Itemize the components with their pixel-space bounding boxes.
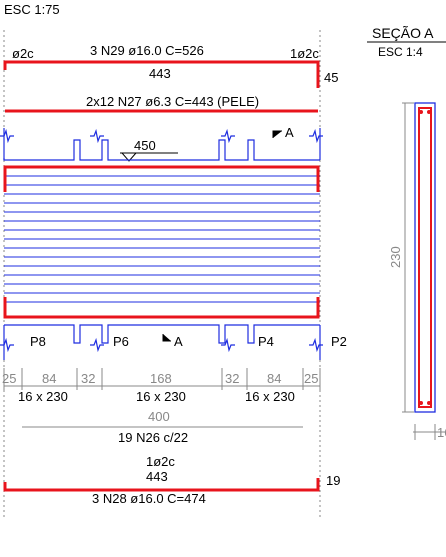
dim-84-right: 84 (267, 371, 281, 386)
section-title: SEÇÃO A (372, 25, 434, 41)
elevation-scale-label: ESC 1:75 (4, 2, 60, 17)
level-mark-value: 450 (134, 138, 156, 153)
dim-32-right: 32 (225, 371, 239, 386)
column-size-2: 16 x 230 (136, 389, 186, 404)
dimension-chain (3, 368, 321, 390)
dim-32-left: 32 (81, 371, 95, 386)
total-length: 400 (148, 409, 170, 424)
level-mark (120, 152, 178, 162)
top-bar-hook: 45 (324, 70, 338, 85)
dim-25-right: 25 (304, 371, 318, 386)
top-bar-label: 3 N29 ø16.0 C=526 (90, 43, 204, 58)
dim-84-left: 84 (42, 371, 56, 386)
section-scale-label: ESC 1:4 (378, 45, 423, 59)
support-label-p6: P6 (113, 334, 129, 349)
column-size-1: 16 x 230 (18, 389, 68, 404)
stirrups-label: 19 N26 c/22 (118, 430, 188, 445)
support-label-p8: P8 (30, 334, 46, 349)
dim-168: 168 (150, 371, 172, 386)
bottom-main-bar (3, 478, 320, 492)
section-cut-bottom (162, 334, 171, 342)
section-width-partial: 16 (437, 425, 446, 440)
top-bar-length: 443 (149, 66, 171, 81)
bottom-bar-label: 3 N28 ø16.0 C=474 (92, 491, 206, 506)
dim-25-left: 25 (2, 371, 16, 386)
top-bar-left-note: ø2c (12, 46, 34, 61)
section-cut-bottom-label: A (174, 334, 183, 349)
column-size-3: 16 x 230 (245, 389, 295, 404)
section-height: 230 (388, 246, 403, 268)
top-bar-right-note: 1ø2c (290, 46, 319, 61)
stirrup-lines (4, 175, 320, 303)
section-cut-top-label: A (285, 125, 294, 140)
support-label-p2: P2 (331, 334, 347, 349)
bottom-bar-hook: 19 (326, 473, 340, 488)
bottom-bar-length: 443 (146, 469, 168, 484)
beam-outline (0, 128, 323, 360)
support-label-p4: P4 (258, 334, 274, 349)
skin-bar-label: 2x12 N27 ø6.3 C=443 (PELE) (86, 94, 259, 109)
section-cut-top (272, 130, 282, 138)
section-drawing (402, 102, 446, 440)
top-main-bar (3, 60, 320, 88)
beam-main-bars (3, 165, 320, 319)
bottom-bar-note: 1ø2c (146, 454, 175, 469)
